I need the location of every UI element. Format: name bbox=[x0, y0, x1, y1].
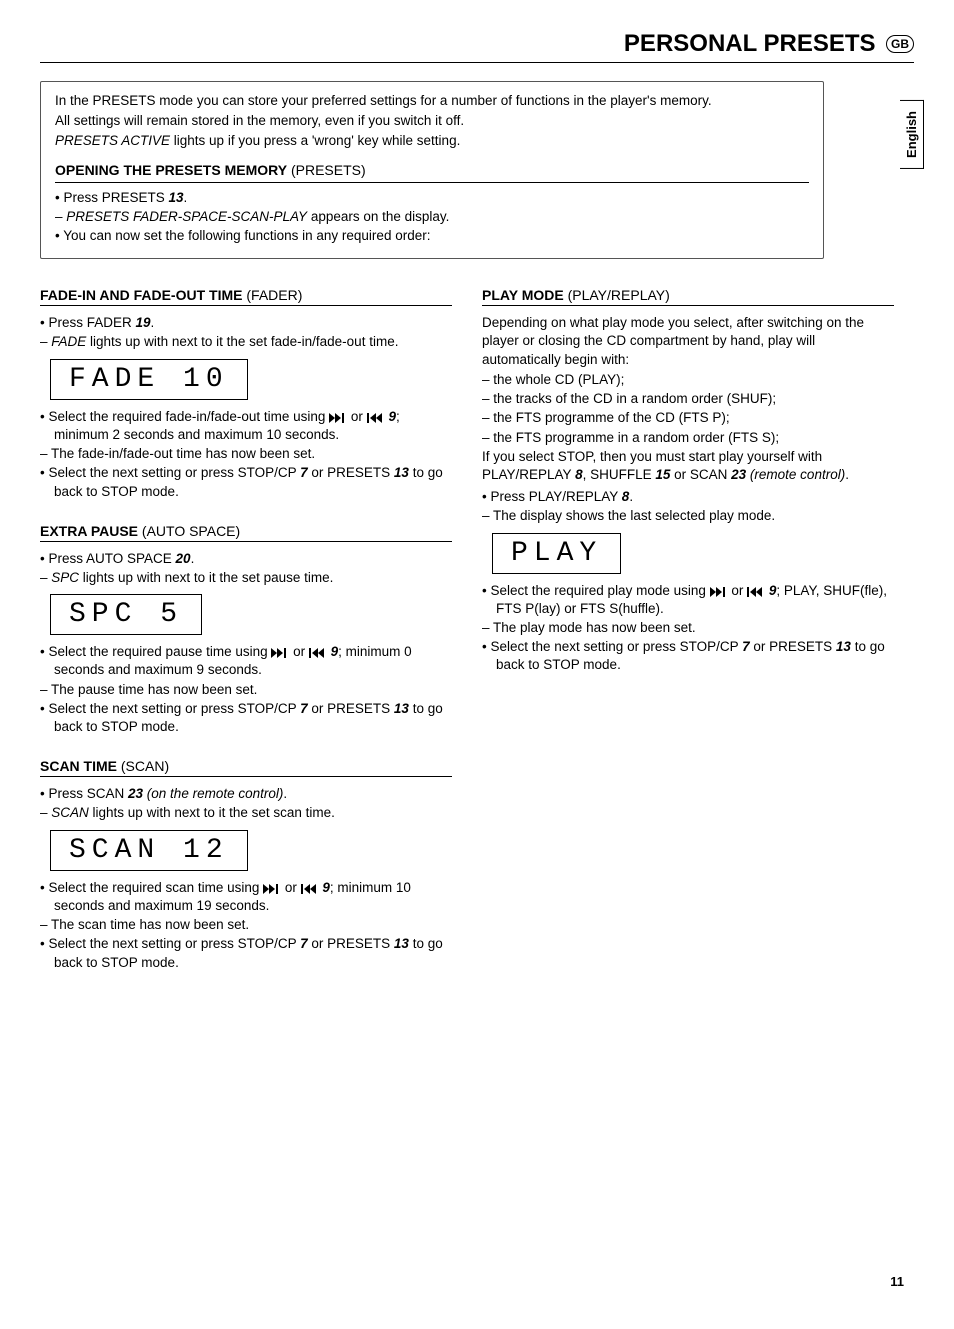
prev-track-icon bbox=[367, 409, 385, 424]
pause-steps-2: Select the required pause time using or … bbox=[40, 643, 452, 736]
intro-line-3: PRESETS ACTIVE lights up if you press a … bbox=[55, 132, 809, 150]
fade-display: FADE 10 bbox=[50, 359, 248, 400]
intro-line-1: In the PRESETS mode you can store your p… bbox=[55, 92, 809, 110]
play-mode-a: the whole CD (PLAY); bbox=[482, 371, 894, 389]
scan-step-2: SCAN lights up with next to it the set s… bbox=[40, 804, 452, 822]
play-para-1: Depending on what play mode you select, … bbox=[482, 314, 894, 369]
prev-track-icon bbox=[301, 880, 319, 895]
opening-step-2: PRESETS FADER-SPACE-SCAN-PLAY appears on… bbox=[55, 208, 809, 226]
opening-heading-bold: OPENING THE PRESETS MEMORY bbox=[55, 162, 287, 178]
intro-line-3-italic: PRESETS ACTIVE bbox=[55, 133, 170, 148]
play-step-5: Select the next setting or press STOP/CP… bbox=[482, 638, 894, 674]
prev-track-icon bbox=[309, 644, 327, 659]
play-mode-b: the tracks of the CD in a random order (… bbox=[482, 390, 894, 408]
opening-step-1: Press PRESETS 13. bbox=[55, 189, 809, 207]
fade-step-5: Select the next setting or press STOP/CP… bbox=[40, 464, 452, 500]
opening-heading-paren: (PRESETS) bbox=[287, 162, 366, 178]
fade-section: FADE-IN AND FADE-OUT TIME (FADER) Press … bbox=[40, 287, 452, 501]
pause-step-5: Select the next setting or press STOP/CP… bbox=[40, 700, 452, 736]
pause-section: EXTRA PAUSE (AUTO SPACE) Press AUTO SPAC… bbox=[40, 523, 452, 737]
opening-heading: OPENING THE PRESETS MEMORY (PRESETS) bbox=[55, 161, 809, 183]
play-heading: PLAY MODE (PLAY/REPLAY) bbox=[482, 287, 894, 306]
play-para-2: If you select STOP, then you must start … bbox=[482, 448, 894, 484]
pause-step-1: Press AUTO SPACE 20. bbox=[40, 550, 452, 568]
scan-display: SCAN 12 bbox=[50, 830, 248, 871]
play-mode-list: the whole CD (PLAY); the tracks of the C… bbox=[482, 371, 894, 447]
pause-step-2: SPC lights up with next to it the set pa… bbox=[40, 569, 452, 587]
page-number: 11 bbox=[890, 1274, 904, 1289]
scan-steps-2: Select the required scan time using or 9… bbox=[40, 879, 452, 972]
play-step-2: The display shows the last selected play… bbox=[482, 507, 894, 525]
intro-line-3-rest: lights up if you press a 'wrong' key whi… bbox=[170, 133, 460, 148]
play-mode-d: the FTS programme in a random order (FTS… bbox=[482, 429, 894, 447]
play-mode-c: the FTS programme of the CD (FTS P); bbox=[482, 409, 894, 427]
pause-display: SPC 5 bbox=[50, 594, 202, 635]
next-track-icon bbox=[329, 409, 347, 424]
fade-steps-1: Press FADER 19. FADE lights up with next… bbox=[40, 314, 452, 351]
region-badge: GB bbox=[886, 35, 914, 53]
right-column: PLAY MODE (PLAY/REPLAY) Depending on wha… bbox=[482, 287, 894, 994]
scan-heading: SCAN TIME (SCAN) bbox=[40, 758, 452, 777]
pause-heading: EXTRA PAUSE (AUTO SPACE) bbox=[40, 523, 452, 542]
play-step-1: Press PLAY/REPLAY 8. bbox=[482, 488, 894, 506]
fade-steps-2: Select the required fade-in/fade-out tim… bbox=[40, 408, 452, 501]
language-tab: English bbox=[900, 100, 924, 169]
fade-step-1: Press FADER 19. bbox=[40, 314, 452, 332]
play-steps-2: Select the required play mode using or 9… bbox=[482, 582, 894, 675]
fade-heading: FADE-IN AND FADE-OUT TIME (FADER) bbox=[40, 287, 452, 306]
scan-steps-1: Press SCAN 23 (on the remote control). S… bbox=[40, 785, 452, 822]
play-step-3: Select the required play mode using or 9… bbox=[482, 582, 894, 618]
scan-step-5: Select the next setting or press STOP/CP… bbox=[40, 935, 452, 971]
next-track-icon bbox=[710, 583, 728, 598]
intro-box: In the PRESETS mode you can store your p… bbox=[40, 81, 824, 259]
intro-line-2: All settings will remain stored in the m… bbox=[55, 112, 809, 130]
play-steps-1: Press PLAY/REPLAY 8. The display shows t… bbox=[482, 488, 894, 525]
page-title: PERSONAL PRESETS bbox=[624, 30, 876, 58]
header-rule bbox=[40, 62, 914, 63]
pause-steps-1: Press AUTO SPACE 20. SPC lights up with … bbox=[40, 550, 452, 587]
pause-step-3: Select the required pause time using or … bbox=[40, 643, 452, 679]
pause-step-4: The pause time has now been set. bbox=[40, 681, 452, 699]
fade-step-3: Select the required fade-in/fade-out tim… bbox=[40, 408, 452, 444]
play-step-4: The play mode has now been set. bbox=[482, 619, 894, 637]
left-column: FADE-IN AND FADE-OUT TIME (FADER) Press … bbox=[40, 287, 452, 994]
prev-track-icon bbox=[747, 583, 765, 598]
scan-step-1: Press SCAN 23 (on the remote control). bbox=[40, 785, 452, 803]
next-track-icon bbox=[271, 644, 289, 659]
page-header: PERSONAL PRESETS GB bbox=[40, 30, 914, 69]
play-display: PLAY bbox=[492, 533, 621, 574]
play-section: PLAY MODE (PLAY/REPLAY) Depending on wha… bbox=[482, 287, 894, 675]
content-columns: FADE-IN AND FADE-OUT TIME (FADER) Press … bbox=[40, 287, 894, 994]
scan-section: SCAN TIME (SCAN) Press SCAN 23 (on the r… bbox=[40, 758, 452, 972]
next-track-icon bbox=[263, 880, 281, 895]
opening-step-3: You can now set the following functions … bbox=[55, 227, 809, 245]
opening-steps: Press PRESETS 13. PRESETS FADER-SPACE-SC… bbox=[55, 189, 809, 246]
fade-step-2: FADE lights up with next to it the set f… bbox=[40, 333, 452, 351]
scan-step-4: The scan time has now been set. bbox=[40, 916, 452, 934]
scan-step-3: Select the required scan time using or 9… bbox=[40, 879, 452, 915]
fade-step-4: The fade-in/fade-out time has now been s… bbox=[40, 445, 452, 463]
